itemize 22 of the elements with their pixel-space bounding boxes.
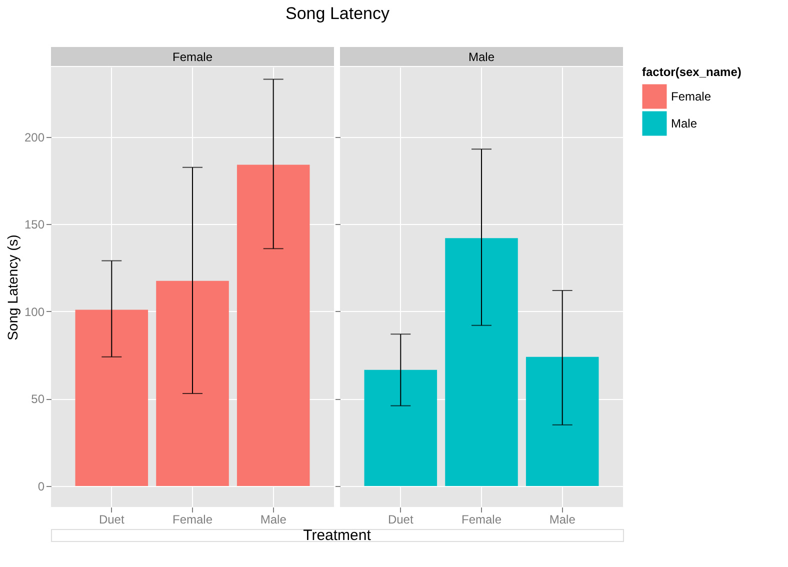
- chart-subtitle: Male: [468, 50, 495, 64]
- y-tick-label: 100: [24, 304, 45, 319]
- chart-title: Song Latency: [286, 4, 390, 23]
- legend-title: factor(sex_name): [642, 65, 742, 79]
- y-tick-label: 0: [38, 480, 45, 494]
- bar: [75, 310, 148, 486]
- y-tick-label: 150: [24, 218, 45, 232]
- x-tick-label: Male: [549, 512, 576, 526]
- x-tick-label: Female: [461, 512, 502, 526]
- bar: [236, 164, 310, 486]
- y-tick-label: 200: [24, 130, 45, 144]
- x-tick-label: Female: [172, 512, 213, 526]
- x-tick-label: Duet: [388, 512, 414, 526]
- y-axis-title: Song Latency (s): [4, 234, 20, 340]
- legend-label: Female: [671, 90, 712, 104]
- x-axis-title: Treatment: [303, 527, 372, 544]
- bar: [156, 280, 229, 486]
- x-tick-label: Male: [260, 512, 287, 526]
- legend-label: Male: [671, 116, 698, 130]
- y-tick-label: 50: [31, 392, 45, 406]
- chart-subtitle: Female: [172, 50, 213, 64]
- x-tick-label: Duet: [98, 512, 125, 526]
